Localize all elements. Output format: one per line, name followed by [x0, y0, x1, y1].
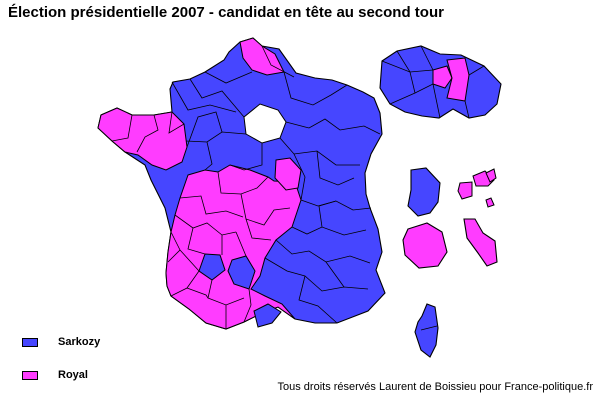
guyane-sarkozy [407, 167, 441, 217]
overseas-territories [402, 167, 498, 358]
legend-swatch-sarkozy [22, 337, 38, 347]
legend-label-royal: Royal [58, 369, 88, 381]
legend-label-sarkozy: Sarkozy [58, 336, 101, 348]
legend-item-royal: Royal [22, 369, 88, 381]
pyrenees-sarkozy [253, 303, 282, 328]
guadeloupe-royal-1 [457, 181, 473, 200]
idf-paris-royal [432, 65, 453, 89]
department-borders [111, 45, 381, 329]
idf-borders [381, 45, 485, 119]
legend-swatch-royal [22, 370, 38, 380]
corse-border [420, 325, 438, 331]
brittany-royal [97, 107, 188, 171]
southwest-sarkozy-1 [198, 253, 226, 281]
ile-de-france-hole [243, 103, 287, 144]
martinique-royal [463, 218, 498, 267]
legend-item-sarkozy: Sarkozy [22, 336, 100, 348]
alsace-royal [274, 157, 302, 191]
guadeloupe-royal-4 [485, 197, 495, 208]
reunion-royal [402, 222, 448, 269]
corse-sarkozy [414, 303, 439, 358]
page-title: Élection présidentielle 2007 - candidat … [8, 4, 444, 21]
copyright-footer: Tous droits réservés Laurent de Boissieu… [277, 381, 594, 393]
guadeloupe-royal-3 [485, 168, 497, 183]
mainland-france [97, 37, 386, 330]
ile-de-france-inset [379, 45, 502, 119]
